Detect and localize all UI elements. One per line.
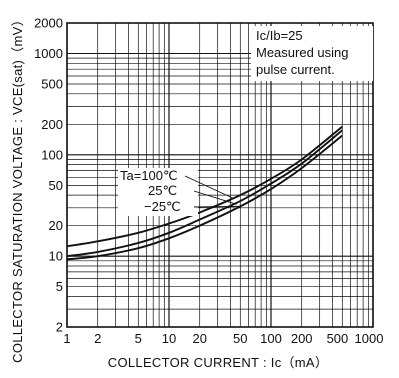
y-tick-label: 200 — [41, 117, 63, 132]
y-tick-label: 50 — [49, 178, 63, 193]
grid — [66, 22, 374, 328]
annotation-line-1: Ic/Ib=25 — [256, 28, 303, 43]
annotation-line-2: Measured using — [256, 45, 349, 60]
plot-frame — [66, 22, 374, 328]
series-line-100c — [66, 125, 343, 248]
series-label-minus25c: −25℃ — [144, 199, 181, 214]
series-line-minus25c — [66, 134, 343, 261]
x-tick-label: 20 — [192, 331, 206, 346]
y-tick-label: 2000 — [34, 16, 63, 31]
x-tick-label: 500 — [327, 331, 349, 346]
x-tick-label: 2 — [94, 331, 101, 346]
series-label-100c: Ta=100℃ — [120, 168, 178, 183]
series-lines — [66, 125, 343, 261]
annotation-line-3: pulse current. — [256, 62, 335, 77]
x-tick-label: 200 — [291, 331, 313, 346]
y-tick-labels: 2 5 10 20 50 100 200 500 1000 2000 — [34, 16, 63, 335]
series-labels: Ta=100℃ 25℃ −25℃ — [118, 168, 241, 216]
label-leader-line — [193, 205, 241, 208]
y-tick-label: 500 — [41, 77, 63, 92]
annotation-background — [251, 26, 373, 81]
label-leader-line — [193, 190, 237, 205]
series-label-background — [118, 168, 198, 216]
series-line-25c — [66, 129, 343, 258]
x-tick-labels: 1 2 5 10 20 50 100 200 500 1000 — [63, 331, 383, 346]
y-tick-label: 1000 — [34, 46, 63, 61]
y-tick-label: 20 — [49, 218, 63, 233]
y-tick-label: 5 — [56, 279, 63, 294]
plot-border — [66, 22, 374, 328]
x-tick-label: 50 — [233, 331, 247, 346]
series-label-25c: 25℃ — [148, 183, 177, 198]
y-tick-label: 10 — [49, 249, 63, 264]
x-tick-label: 10 — [162, 331, 176, 346]
x-tick-label: 1000 — [355, 331, 384, 346]
x-tick-label: 5 — [135, 331, 142, 346]
y-axis-title: COLLECTOR SATURATION VOLTAGE : VCE(sat)（… — [10, 13, 25, 363]
y-tick-label: 2 — [56, 320, 63, 335]
x-tick-label: 1 — [63, 331, 70, 346]
x-axis-title: COLLECTOR CURRENT : Ic（mA） — [108, 355, 328, 370]
label-leader-line — [184, 175, 233, 199]
annotation-box: Ic/Ib=25 Measured using pulse current. — [251, 26, 373, 81]
y-tick-label: 100 — [41, 147, 63, 162]
x-tick-label: 100 — [260, 331, 282, 346]
